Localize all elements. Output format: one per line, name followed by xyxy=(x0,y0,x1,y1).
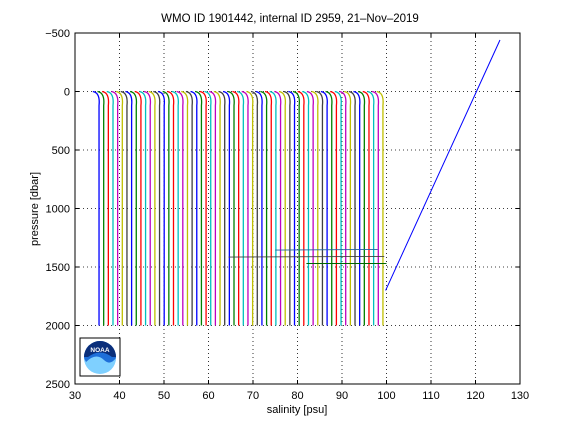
chart-title: WMO ID 1901442, internal ID 2959, 21–Nov… xyxy=(161,13,419,25)
x-tick-label: 60 xyxy=(202,390,214,402)
y-tick-labels: −500 0 500 1000 1500 2000 2500 xyxy=(45,28,70,391)
salinity-profiles xyxy=(92,90,384,326)
y-tick-label: 2000 xyxy=(46,321,70,333)
profile-line xyxy=(325,90,333,326)
y-tick-label: 1000 xyxy=(46,204,70,216)
y-tick-label: −500 xyxy=(45,28,70,40)
profile-line xyxy=(153,90,161,326)
profile-line xyxy=(157,90,166,326)
profile-line xyxy=(353,90,361,326)
profile-line xyxy=(311,90,319,326)
profile-line xyxy=(227,90,235,326)
profile-line xyxy=(92,90,100,326)
profile-line xyxy=(339,90,347,326)
axis-ticks xyxy=(74,32,521,385)
profile-line xyxy=(213,90,221,326)
profile-line xyxy=(209,90,217,326)
profile-line xyxy=(167,90,175,326)
profile-line xyxy=(171,90,179,326)
profile-line xyxy=(111,90,119,326)
profile-line xyxy=(357,90,366,326)
x-tick-label: 70 xyxy=(247,390,259,402)
profile-line xyxy=(148,90,156,326)
x-tick-label: 30 xyxy=(69,390,81,402)
x-tick-label: 40 xyxy=(113,390,125,402)
profile-line xyxy=(362,90,370,326)
profile-line xyxy=(218,90,226,326)
profile-line xyxy=(120,90,128,326)
profile-line xyxy=(134,90,142,326)
outlier-series xyxy=(385,39,501,291)
profile-line xyxy=(246,90,254,326)
x-tick-label: 50 xyxy=(158,390,170,402)
x-tick-label: 130 xyxy=(511,390,529,402)
noaa-logo-text: NOAA xyxy=(90,347,109,354)
profile-line xyxy=(367,90,375,326)
horizontal-traces xyxy=(228,249,387,264)
profile-line xyxy=(232,90,240,326)
profile-line xyxy=(302,90,310,326)
profile-line xyxy=(204,90,212,326)
profile-line xyxy=(288,90,296,326)
profile-line xyxy=(185,90,193,326)
profile-line xyxy=(125,90,133,326)
profile-line xyxy=(348,90,356,326)
profile-line xyxy=(283,90,291,326)
profile-line xyxy=(306,90,314,326)
profile-line xyxy=(115,90,124,326)
profile-line xyxy=(199,90,207,326)
profile-line xyxy=(139,90,147,326)
x-tick-label: 80 xyxy=(291,390,303,402)
profile-line xyxy=(181,90,189,326)
horizontal-trace xyxy=(228,256,385,258)
profile-line xyxy=(260,90,268,326)
profile-line xyxy=(269,90,277,326)
y-axis-label: pressure [dbar] xyxy=(29,172,41,246)
profile-line xyxy=(371,90,380,326)
profile-line xyxy=(316,90,324,326)
profile-line xyxy=(190,90,198,326)
x-tick-label: 90 xyxy=(336,390,348,402)
profile-line xyxy=(176,90,184,326)
profile-line xyxy=(143,90,152,326)
noaa-logo: NOAA xyxy=(79,337,121,377)
profile-line xyxy=(241,90,249,326)
y-tick-label: 500 xyxy=(52,145,70,157)
profile-line xyxy=(162,90,170,326)
profile-line xyxy=(222,90,231,326)
profile-line xyxy=(320,90,328,326)
horizontal-trace xyxy=(275,249,378,251)
profile-line xyxy=(278,90,287,326)
profile-line xyxy=(376,90,384,326)
profile-line xyxy=(255,90,263,326)
profile-line xyxy=(101,90,110,326)
x-tick-label: 100 xyxy=(377,390,395,402)
y-tick-label: 2500 xyxy=(46,379,70,391)
profile-line xyxy=(264,90,273,326)
profile-line xyxy=(292,90,301,326)
profile-line xyxy=(330,90,338,326)
profile-line xyxy=(106,90,114,326)
profile-line xyxy=(274,90,282,326)
profile-line xyxy=(334,90,342,326)
y-tick-label: 1500 xyxy=(46,262,70,274)
profile-line xyxy=(195,90,203,326)
profile-line xyxy=(129,90,138,326)
x-axis-label: salinity [psu] xyxy=(267,404,328,416)
profile-line xyxy=(343,90,352,326)
profile-line xyxy=(250,90,259,326)
x-tick-labels: 30 40 50 60 70 80 90 100 110 120 130 xyxy=(69,390,529,402)
profile-line xyxy=(297,90,305,326)
y-tick-label: 0 xyxy=(64,87,70,99)
x-tick-label: 120 xyxy=(466,390,484,402)
profile-line xyxy=(236,90,245,326)
outlier-line xyxy=(385,39,501,291)
x-tick-label: 110 xyxy=(422,390,440,402)
profile-line xyxy=(97,90,105,326)
